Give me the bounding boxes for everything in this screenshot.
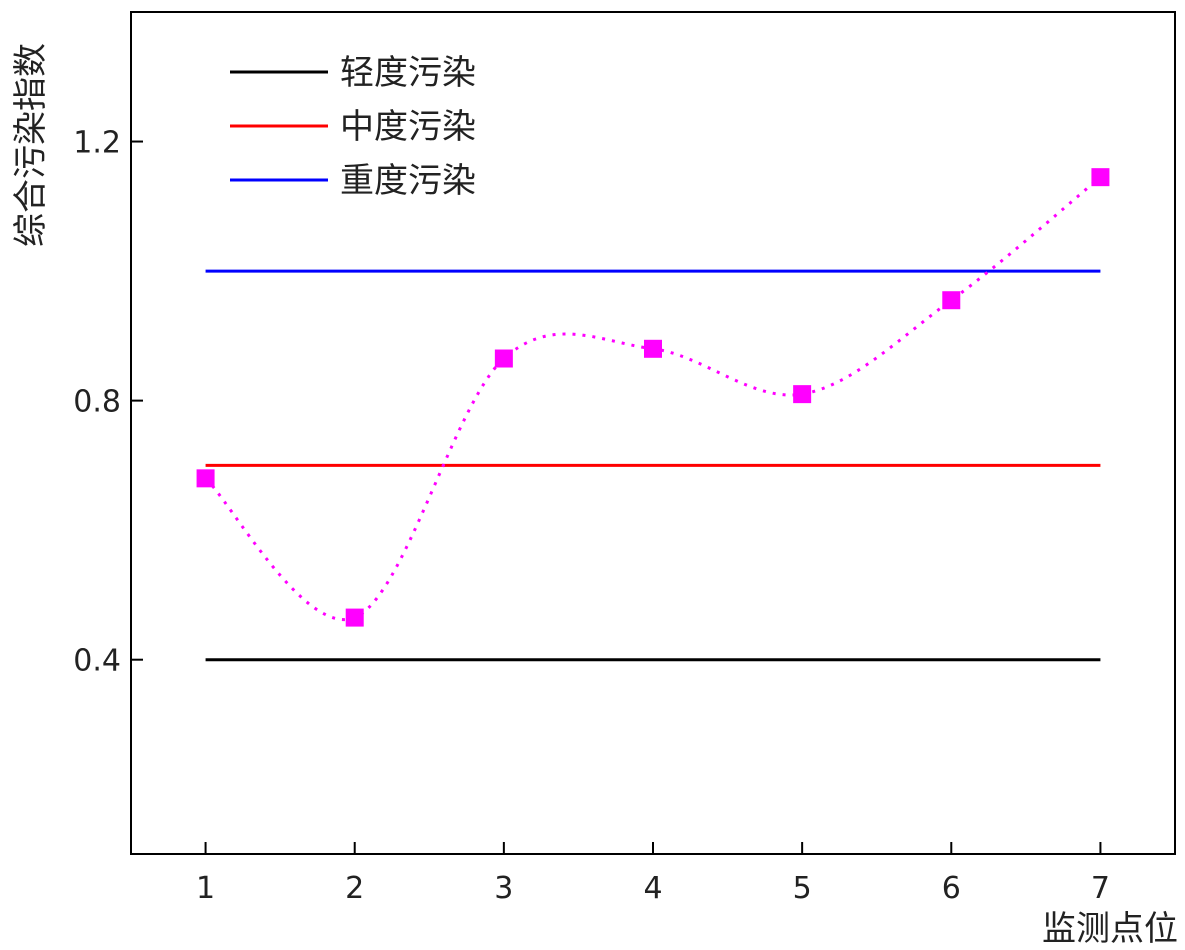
reference-lines xyxy=(205,269,1101,662)
y-tick-label-0.4: 0.4 xyxy=(73,644,121,679)
legend-label-2: 中度污染 xyxy=(340,107,476,147)
x-axis: 1 2 3 4 5 6 7 xyxy=(196,842,1110,906)
x-axis-label: 监测点位 xyxy=(1042,909,1178,949)
x-tick-label-3: 3 xyxy=(494,871,513,906)
data-point-1 xyxy=(196,469,215,488)
series-line-1 xyxy=(204,176,1102,622)
plot-frame xyxy=(130,11,1176,855)
x-tick-label-4: 4 xyxy=(643,871,662,906)
x-tick-label-2: 2 xyxy=(345,871,364,906)
data-point-6 xyxy=(942,291,961,310)
y-axis: 0.4 0.8 1.2 xyxy=(73,126,143,679)
y-tick-label-0.8: 0.8 xyxy=(73,385,121,420)
data-point-3 xyxy=(494,349,513,368)
y-tick-label-1.2: 1.2 xyxy=(73,126,121,161)
x-tick-label-5: 5 xyxy=(793,871,812,906)
data-point-4 xyxy=(644,339,662,358)
x-tick-label-6: 6 xyxy=(942,871,961,906)
data-point-7 xyxy=(1091,168,1110,187)
x-tick-label-7: 7 xyxy=(1091,871,1110,906)
legend-label-1: 轻度污染 xyxy=(340,53,476,93)
series-layer xyxy=(196,168,1110,627)
legend-label-3: 重度污染 xyxy=(340,161,476,201)
y-axis-label: 综合污染指数 xyxy=(11,43,51,247)
data-point-5 xyxy=(793,385,812,404)
x-tick-label-1: 1 xyxy=(196,871,215,906)
data-point-2 xyxy=(345,608,364,627)
